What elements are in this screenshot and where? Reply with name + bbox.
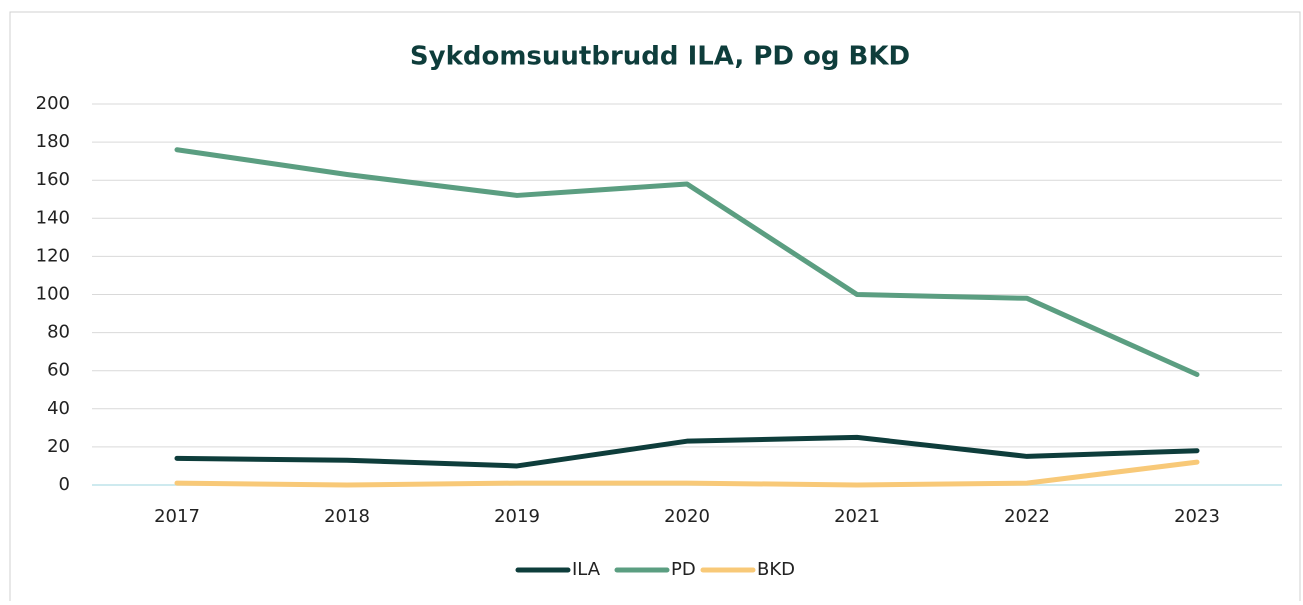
series-line [174,459,1200,488]
y-tick-label: 140 [36,207,70,228]
legend-label: PD [671,559,696,580]
x-tick-label: 2021 [834,506,880,527]
x-tick-label: 2023 [1174,506,1220,527]
y-tick-label: 100 [36,284,70,305]
x-tick-label: 2017 [154,506,200,527]
y-tick-label: 20 [47,436,70,457]
series-line [174,147,1200,378]
series-line [174,434,1200,469]
y-tick-label: 180 [36,131,70,152]
y-tick-label: 0 [59,474,70,495]
x-tick-label: 2019 [494,506,540,527]
y-tick-label: 60 [47,360,70,381]
y-tick-label: 160 [36,169,70,190]
y-tick-label: 80 [47,322,70,343]
y-tick-label: 120 [36,245,70,266]
chart-title: Sykdomsuutbrudd ILA, PD og BKD [410,42,910,72]
legend-label: ILA [572,559,601,580]
x-tick-label: 2020 [664,506,710,527]
legend-label: BKD [757,559,795,580]
y-tick-label: 40 [47,398,70,419]
x-tick-label: 2018 [324,506,370,527]
y-tick-label: 200 [36,93,70,114]
chart-frame [9,11,1301,605]
x-tick-label: 2022 [1004,506,1050,527]
